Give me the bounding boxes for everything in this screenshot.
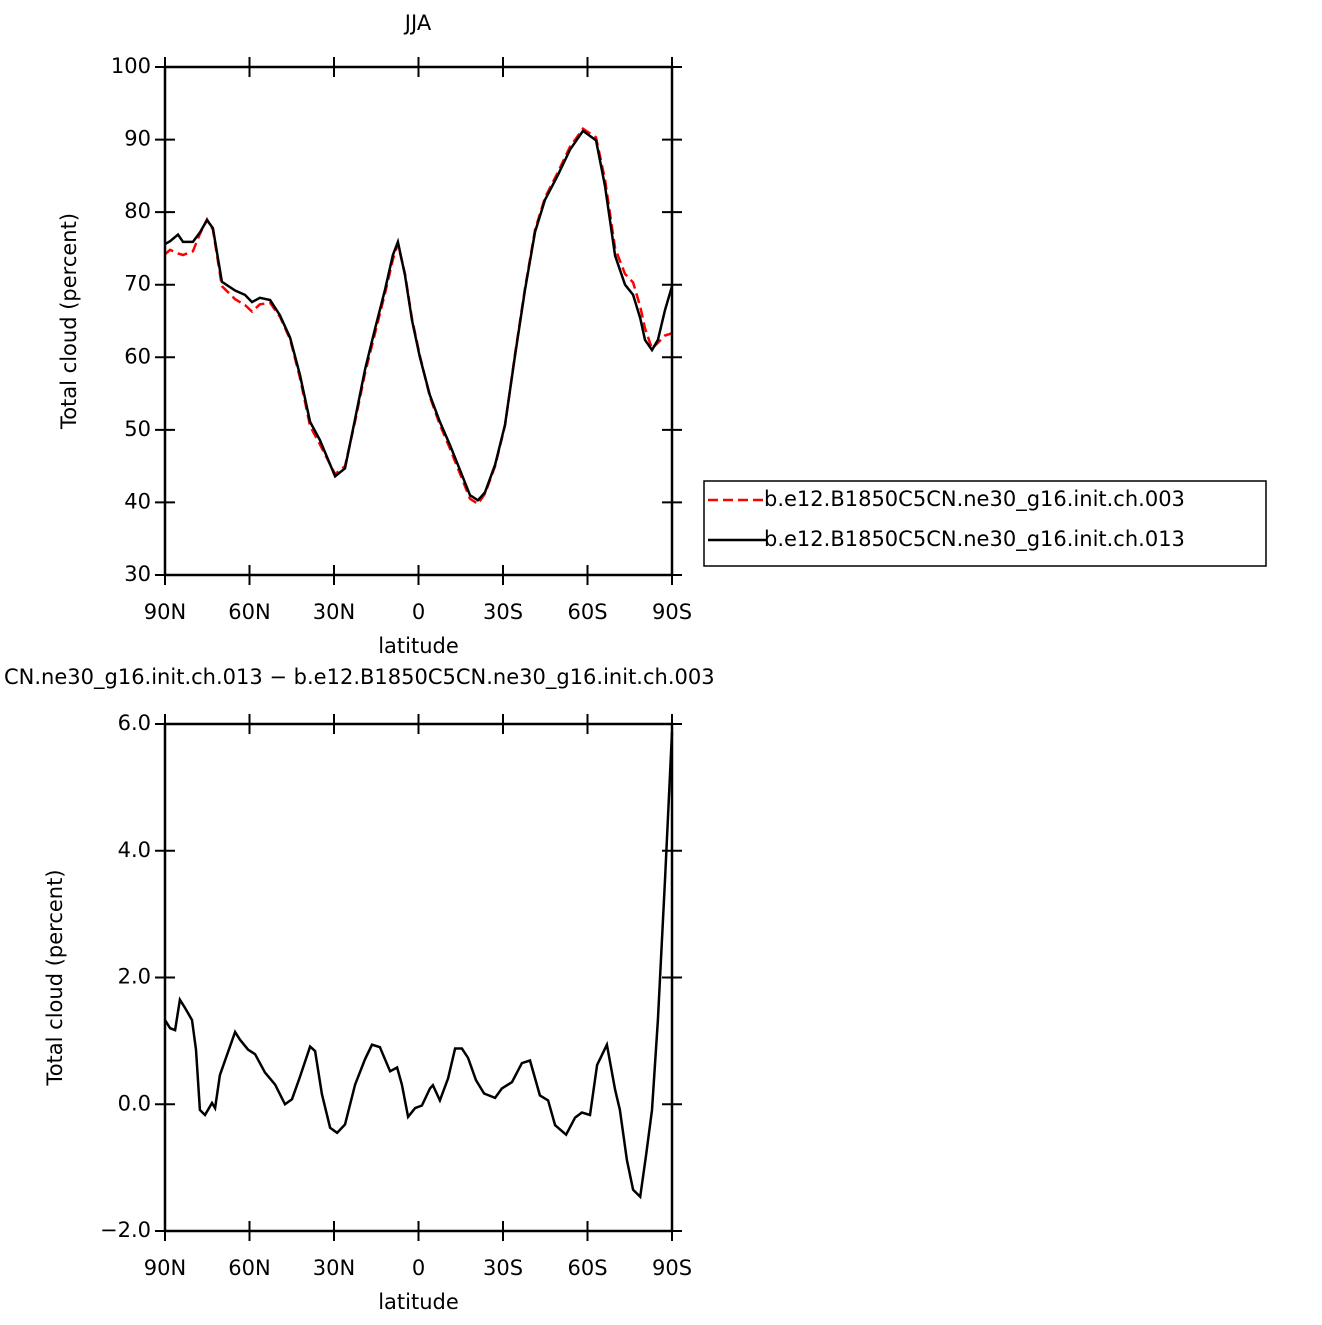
x-tick-label: 0 xyxy=(412,600,425,624)
legend-label: b.e12.B1850C5CN.ne30_g16.init.ch.003 xyxy=(764,487,1185,512)
x-tick-label: 30N xyxy=(313,600,355,624)
series-line xyxy=(164,129,674,502)
plot-frame xyxy=(163,722,674,1233)
x-tick-label: 60N xyxy=(228,1256,270,1280)
chart-title: CN.ne30_g16.init.ch.013 − b.e12.B1850C5C… xyxy=(4,665,715,690)
y-tick-label: 100 xyxy=(111,54,151,78)
x-tick-label: 60S xyxy=(567,1256,607,1280)
x-axis-label: latitude xyxy=(378,1290,459,1314)
series-line xyxy=(163,732,674,1200)
legend-box xyxy=(703,480,1267,567)
x-tick-label: 30N xyxy=(313,1256,355,1280)
legend-label: b.e12.B1850C5CN.ne30_g16.init.ch.013 xyxy=(764,527,1185,552)
y-tick-label: 70 xyxy=(124,272,151,296)
y-tick-label: 2.0 xyxy=(118,965,151,989)
x-tick-label: 0 xyxy=(412,1256,425,1280)
x-tick-label: 90S xyxy=(652,600,692,624)
y-tick-label: 4.0 xyxy=(118,838,151,862)
chart-title: JJA xyxy=(403,11,432,35)
x-tick-label: 90S xyxy=(652,1256,692,1280)
y-tick-label: 30 xyxy=(124,562,151,586)
x-tick-label: 30S xyxy=(483,600,523,624)
y-tick-label: 0.0 xyxy=(118,1091,151,1115)
y-tick-label: 50 xyxy=(124,417,151,441)
x-tick-label: 60S xyxy=(567,600,607,624)
y-axis-label: Total cloud (percent) xyxy=(43,869,67,1086)
plot-frame xyxy=(163,65,674,577)
y-tick-label: 6.0 xyxy=(118,711,151,735)
x-tick-label: 60N xyxy=(228,600,270,624)
x-tick-label: 30S xyxy=(483,1256,523,1280)
y-tick-label: 40 xyxy=(124,489,151,513)
x-tick-label: 90N xyxy=(144,600,186,624)
y-tick-label: 60 xyxy=(124,344,151,368)
y-tick-label: 90 xyxy=(124,127,151,151)
y-tick-label: 80 xyxy=(124,199,151,223)
x-tick-label: 90N xyxy=(144,1256,186,1280)
x-axis-label: latitude xyxy=(378,634,459,658)
y-axis-label: Total cloud (percent) xyxy=(57,213,81,430)
y-tick-label: −2.0 xyxy=(100,1218,151,1242)
series-line xyxy=(164,126,673,506)
